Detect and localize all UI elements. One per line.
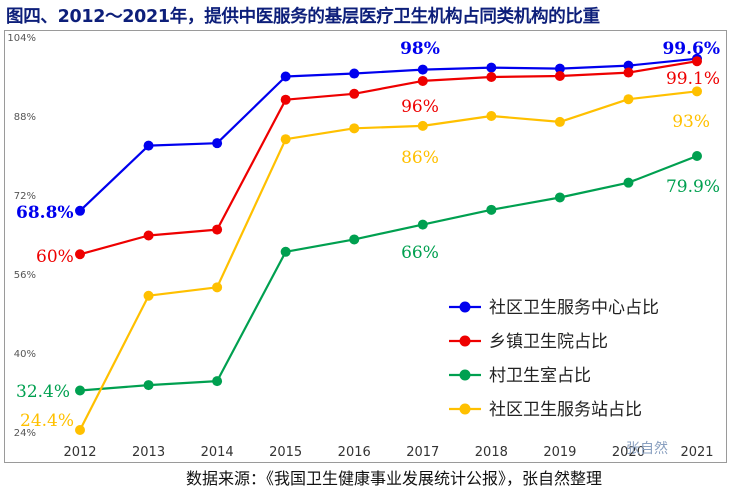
x-tick-label: 2018 xyxy=(475,445,508,460)
data-label-s0-9: 99.6% xyxy=(662,39,720,59)
chart-title: 图四、2012～2021年，提供中医服务的基层医疗卫生机构占同类机构的比重 xyxy=(6,7,600,27)
data-point-s3-6 xyxy=(486,111,497,121)
data-point-s0-1 xyxy=(143,140,154,151)
data-point-s3-8 xyxy=(623,94,634,105)
data-label-s2-9: 79.9% xyxy=(666,177,720,197)
data-point-s0-5 xyxy=(417,64,428,75)
series-layer xyxy=(75,53,702,436)
legend-marker-3 xyxy=(459,403,471,415)
data-point-s0-2 xyxy=(212,138,223,149)
data-point-s0-0 xyxy=(75,205,85,216)
series-line-2 xyxy=(79,154,698,392)
y-axis: 24% 40% 56% 72% 88% 104% xyxy=(7,33,36,439)
x-tick-label: 2013 xyxy=(132,445,165,460)
data-point-s2-1 xyxy=(143,380,154,391)
x-tick-label: 2014 xyxy=(201,445,234,460)
series-line-3 xyxy=(79,90,698,431)
data-point-s2-9 xyxy=(692,150,702,161)
legend-label-3: 社区卫生服务站占比 xyxy=(489,400,642,420)
y-tick-label: 24% xyxy=(14,428,36,439)
data-point-s0-8 xyxy=(623,60,634,71)
data-point-s2-8 xyxy=(623,177,634,188)
x-tick-label: 2015 xyxy=(269,445,302,460)
data-label-s0-0: 68.8% xyxy=(16,203,74,223)
data-label-s0-5: 98% xyxy=(400,39,440,59)
data-point-s2-7 xyxy=(554,192,565,203)
data-point-s3-4 xyxy=(349,123,360,134)
legend-label-0: 社区卫生服务中心占比 xyxy=(489,298,659,318)
data-point-s3-3 xyxy=(280,134,291,145)
data-point-s0-7 xyxy=(554,63,565,74)
data-label-s3-5: 86% xyxy=(401,148,439,168)
data-point-s3-1 xyxy=(143,290,154,301)
data-label-s1-0: 60% xyxy=(36,247,74,267)
data-point-s1-6 xyxy=(486,71,497,82)
x-axis: 2012 2013 2014 2015 2016 2017 2018 2019 2020 2021 xyxy=(63,445,713,460)
legend-label-2: 村卫生室占比 xyxy=(489,366,591,386)
data-label-s2-0: 32.4% xyxy=(16,382,70,402)
y-tick-label: 72% xyxy=(14,191,36,202)
data-point-s1-3 xyxy=(280,94,291,105)
x-tick-label: 2016 xyxy=(338,445,371,460)
data-point-s1-5 xyxy=(417,75,428,86)
data-point-s1-8 xyxy=(623,67,634,78)
y-tick-label: 56% xyxy=(14,270,36,281)
data-label-s1-9: 99.1% xyxy=(666,69,720,89)
data-point-s0-3 xyxy=(280,71,291,82)
x-tick-label: 2019 xyxy=(543,445,576,460)
x-tick-label: 2012 xyxy=(63,445,96,460)
data-point-s1-2 xyxy=(212,224,223,235)
legend-marker-1 xyxy=(459,335,471,347)
x-tick-label: 2020 xyxy=(612,445,645,460)
data-point-s0-4 xyxy=(349,68,360,79)
data-point-s2-0 xyxy=(75,385,85,396)
x-tick-label: 2021 xyxy=(680,445,713,460)
data-point-s3-5 xyxy=(417,120,428,131)
data-label-s3-9: 93% xyxy=(672,112,710,132)
data-point-s3-2 xyxy=(212,282,223,293)
data-label-s3-0: 24.4% xyxy=(20,411,74,431)
legend-marker-0 xyxy=(459,301,471,313)
data-label-s2-5: 66% xyxy=(401,243,439,263)
legend-label-1: 乡镇卫生院占比 xyxy=(489,332,608,352)
chart-frame xyxy=(4,30,727,463)
data-point-s1-1 xyxy=(143,230,154,241)
x-tick-label: 2017 xyxy=(406,445,439,460)
data-source-note: 数据来源：《我国卫生健康事业发展统计公报》，张自然整理 xyxy=(186,469,603,488)
legend-marker-2 xyxy=(459,369,471,381)
data-point-s1-4 xyxy=(349,88,360,99)
data-point-s2-3 xyxy=(280,246,291,257)
data-point-s0-6 xyxy=(486,62,497,73)
series-line-0 xyxy=(79,57,698,212)
y-tick-label: 40% xyxy=(14,349,36,360)
data-point-s3-9 xyxy=(692,86,702,97)
data-point-s3-0 xyxy=(75,425,85,436)
data-point-s1-7 xyxy=(554,71,565,82)
data-point-s2-4 xyxy=(349,234,360,245)
data-point-s2-2 xyxy=(212,376,223,387)
data-point-s3-7 xyxy=(554,116,565,127)
y-tick-label: 104% xyxy=(7,33,36,44)
data-label-layer: 68.8% 98% 99.6% 60% 96% 99.1% 32.4% 66% 79.9% 24.… xyxy=(16,39,720,431)
series-line-1 xyxy=(79,60,698,256)
data-point-s2-6 xyxy=(486,204,497,215)
y-tick-label: 88% xyxy=(14,112,36,123)
data-label-s1-5: 96% xyxy=(401,97,439,117)
data-point-s1-9 xyxy=(692,56,702,67)
data-point-s2-5 xyxy=(417,219,428,230)
data-point-s1-0 xyxy=(75,249,85,260)
watermark-text: 张自然 xyxy=(626,440,668,457)
